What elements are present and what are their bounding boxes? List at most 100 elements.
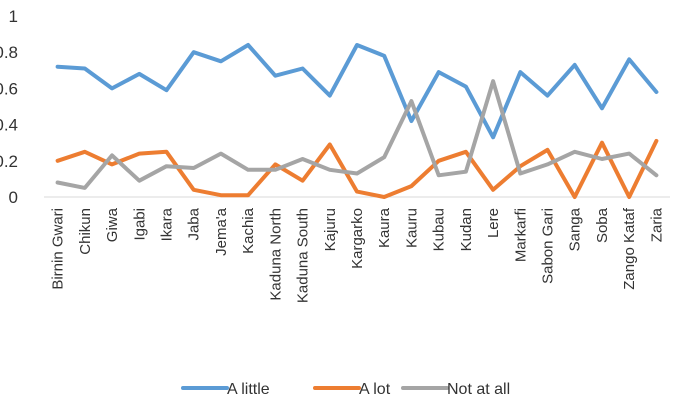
data-point <box>382 54 386 58</box>
data-point <box>573 63 577 67</box>
y-tick-label: 1 <box>9 7 18 26</box>
data-point <box>491 188 495 192</box>
data-point <box>192 166 196 170</box>
data-point <box>192 50 196 54</box>
data-point <box>300 157 305 161</box>
series-line-1 <box>55 138 659 199</box>
data-point <box>437 70 441 74</box>
x-tick-label: Zango Kataf <box>621 207 638 290</box>
data-point <box>300 179 305 183</box>
data-point <box>518 70 522 74</box>
data-point <box>164 164 169 168</box>
x-tick-label: Kaduna North <box>267 208 284 301</box>
x-tick-label: Jema'a <box>213 207 230 256</box>
data-point <box>273 162 277 167</box>
y-tick-label: 0 <box>9 188 18 207</box>
data-point <box>83 186 87 190</box>
data-point <box>246 168 250 172</box>
data-point <box>328 94 332 98</box>
data-point <box>83 150 87 154</box>
data-point <box>219 59 223 63</box>
data-point <box>491 79 495 83</box>
data-point <box>627 151 631 156</box>
x-tick-label: Kachia <box>240 207 257 254</box>
data-point <box>573 195 577 199</box>
data-point <box>300 66 305 71</box>
data-point <box>545 148 550 152</box>
data-point <box>545 162 550 167</box>
data-point <box>83 66 87 71</box>
series-line-0 <box>55 43 659 140</box>
x-tick-label: Zaria <box>648 207 665 242</box>
data-point <box>219 151 223 156</box>
data-point <box>382 155 386 159</box>
data-point <box>600 141 604 145</box>
data-point <box>246 43 250 47</box>
data-point <box>273 74 277 78</box>
x-tick-label: Markarfi <box>512 208 529 262</box>
data-point <box>355 171 359 176</box>
data-point <box>545 94 550 98</box>
legend: A little A lot Not at all <box>181 381 510 398</box>
data-point <box>437 159 441 163</box>
data-point <box>409 99 414 103</box>
data-point <box>464 84 468 89</box>
data-point <box>409 184 414 188</box>
data-point <box>137 179 141 183</box>
y-axis-ticks: 0 0.2 0.4 0.6 0.8 1 <box>0 7 18 207</box>
x-tick-label: Kaura <box>376 207 393 248</box>
data-point <box>491 135 495 139</box>
data-point <box>164 150 169 154</box>
data-point <box>56 65 60 69</box>
data-point <box>600 106 604 110</box>
legend-label: A lot <box>359 381 391 398</box>
data-point <box>355 43 359 47</box>
data-point <box>382 195 386 199</box>
x-tick-label: Kubau <box>431 208 448 251</box>
legend-label: Not at all <box>447 381 510 398</box>
x-tick-label: Kudan <box>458 208 475 251</box>
data-point <box>164 88 169 92</box>
x-tick-label: Sanga <box>567 207 584 251</box>
x-tick-label: Sabon Gari <box>540 208 557 284</box>
y-tick-label: 0.2 <box>0 152 18 171</box>
data-point <box>409 119 414 123</box>
data-point <box>273 168 277 172</box>
data-point <box>518 171 522 176</box>
data-point <box>654 90 658 94</box>
x-tick-label: Soba <box>594 207 611 243</box>
data-point <box>627 195 631 199</box>
x-tick-label: Kajuru <box>322 208 339 251</box>
x-tick-label: Igabi <box>131 208 148 241</box>
data-point <box>328 142 332 147</box>
x-axis-ticks: Birnin Gwari Chikun Giwa Igabi Ikara Jaba Jema… <box>50 207 666 303</box>
data-point <box>246 193 250 197</box>
data-point <box>600 157 604 161</box>
data-point <box>464 150 468 154</box>
x-tick-label: Lere <box>485 208 502 238</box>
data-point <box>56 159 60 163</box>
x-tick-label: Birnin Gwari <box>50 208 67 290</box>
data-point <box>627 57 631 62</box>
data-point <box>110 162 114 167</box>
data-point <box>110 86 114 90</box>
data-point <box>654 139 658 143</box>
y-tick-label: 0.8 <box>0 43 18 62</box>
x-tick-label: Kargarko <box>349 208 366 269</box>
y-tick-label: 0.4 <box>0 116 18 135</box>
data-point <box>137 151 141 156</box>
data-point <box>110 153 114 157</box>
data-point <box>219 193 223 197</box>
data-point <box>437 173 441 177</box>
legend-label: A little <box>227 381 270 398</box>
x-tick-label: Giwa <box>104 207 121 242</box>
y-tick-label: 0.6 <box>0 79 18 98</box>
data-point <box>464 170 468 174</box>
data-point <box>137 72 141 76</box>
series-lines <box>55 43 659 199</box>
data-point <box>328 168 332 172</box>
data-point <box>573 150 577 154</box>
x-tick-label: Chikun <box>77 208 94 255</box>
